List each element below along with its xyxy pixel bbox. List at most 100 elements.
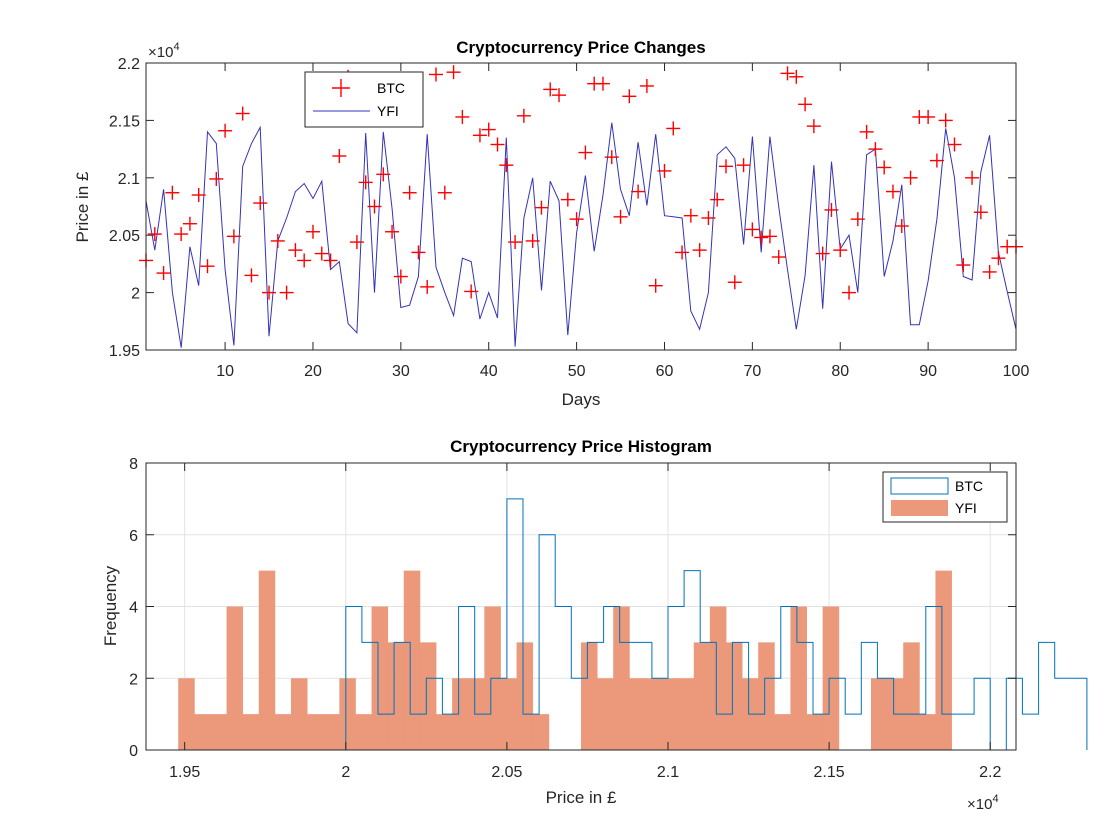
bottom-y-tick-label: 8 — [129, 456, 138, 473]
top-x-tick-label: 30 — [392, 363, 410, 380]
btc-point — [595, 76, 610, 91]
yfi-histogram-bar — [661, 678, 679, 750]
yfi-histogram-bar — [790, 606, 807, 750]
top-y-tick-label: 2 — [131, 286, 140, 303]
bottom-y-tick-label: 0 — [129, 743, 138, 760]
yfi-histogram-bar — [919, 714, 936, 750]
btc-point — [771, 250, 786, 265]
btc-point — [552, 88, 567, 103]
yfi-histogram-bar — [693, 642, 711, 750]
yfi-histogram-bar — [677, 678, 695, 750]
legend-btc-hist-label: BTC — [955, 478, 983, 494]
btc-point — [182, 216, 197, 231]
bottom-x-exponent: ×104 — [967, 793, 999, 813]
yfi-line-series — [145, 122, 1017, 348]
top-x-tick-label: 10 — [216, 363, 234, 380]
btc-point — [754, 230, 769, 245]
btc-point — [305, 224, 320, 239]
btc-point — [349, 235, 364, 250]
btc-point — [147, 227, 162, 242]
btc-point — [824, 202, 839, 217]
yfi-histogram-bar — [242, 714, 260, 750]
btc-point — [965, 170, 980, 185]
btc-point — [613, 209, 628, 224]
btc-point — [903, 170, 918, 185]
btc-point — [226, 229, 241, 244]
legend-yfi-hist-label: YFI — [955, 500, 977, 516]
btc-point — [402, 185, 417, 200]
btc-point — [323, 253, 338, 268]
yfi-histogram-bar — [339, 678, 356, 750]
top-x-tick-label: 60 — [656, 363, 674, 380]
yfi-histogram-bar — [387, 642, 405, 750]
btc-point — [464, 284, 479, 299]
btc-point — [279, 285, 294, 300]
bottom-x-tick-label: 2.15 — [814, 764, 845, 781]
btc-point — [420, 279, 435, 294]
btc-point — [156, 266, 171, 281]
yfi-histogram-bar — [274, 714, 292, 750]
yfi-histogram-bar — [226, 606, 244, 750]
bottom-x-tick-label: 2.2 — [979, 764, 1001, 781]
btc-point — [209, 171, 224, 186]
btc-point — [885, 184, 900, 199]
yfi-histogram-bar — [452, 678, 469, 750]
yfi-histogram-bar — [307, 714, 324, 750]
btc-point — [516, 108, 531, 123]
btc-point — [798, 97, 813, 112]
btc-point — [956, 258, 971, 273]
btc-point — [446, 65, 461, 80]
btc-point — [982, 264, 997, 279]
yfi-histogram-bar — [597, 678, 614, 750]
btc-point — [534, 200, 549, 215]
yfi-histogram-bars — [178, 570, 952, 750]
yfi-histogram-bar — [871, 678, 888, 750]
btc-point — [639, 78, 654, 93]
btc-point — [376, 167, 391, 182]
yfi-histogram-bar — [436, 714, 453, 750]
yfi-line — [145, 122, 1017, 348]
yfi-histogram-bar — [355, 714, 372, 750]
bottom-chart-title: Cryptocurrency Price Histogram — [450, 437, 712, 456]
btc-point — [806, 119, 821, 134]
top-axes-box — [145, 62, 1017, 351]
btc-point — [789, 69, 804, 84]
btc-point — [314, 246, 329, 261]
btc-point — [683, 208, 698, 223]
btc-point — [543, 82, 558, 97]
btc-point — [332, 148, 347, 163]
yfi-histogram-bar — [645, 678, 662, 750]
top-axis-ticks: 10 20 30 40 50 60 70 80 90 100 1.95 2 2.05 2.1 2.15 2.2 — [109, 56, 1030, 380]
yfi-histogram-bar — [178, 678, 195, 750]
yfi-histogram-bar — [903, 642, 920, 750]
btc-point — [921, 109, 936, 124]
yfi-histogram-bar — [613, 606, 630, 750]
btc-point — [393, 269, 408, 284]
yfi-histogram-bar — [709, 606, 727, 750]
btc-point — [560, 192, 575, 207]
btc-point — [288, 243, 303, 258]
btc-point — [859, 124, 874, 139]
btc-point — [701, 210, 716, 225]
btc-point — [666, 121, 681, 136]
top-x-tick-label: 20 — [304, 363, 322, 380]
btc-point — [200, 259, 215, 274]
btc-point — [648, 278, 663, 293]
btc-histogram-stairs — [345, 498, 1088, 751]
btc-point — [490, 137, 505, 152]
btc-histogram-outline — [345, 498, 1088, 751]
btc-point — [877, 160, 892, 175]
top-x-tick-label: 80 — [831, 363, 849, 380]
btc-point — [631, 184, 646, 199]
bottom-legend: BTC YFI — [882, 471, 1008, 523]
top-x-tick-label: 100 — [1003, 363, 1030, 380]
top-y-tick-label: 2.2 — [118, 56, 140, 73]
btc-point — [244, 268, 259, 283]
btc-point — [762, 229, 777, 244]
btc-point — [894, 219, 909, 234]
top-x-tick-label: 40 — [480, 363, 498, 380]
btc-point — [455, 109, 470, 124]
yfi-histogram-bar — [500, 678, 517, 750]
btc-point — [429, 67, 443, 82]
bottom-y-tick-label: 6 — [129, 528, 138, 545]
